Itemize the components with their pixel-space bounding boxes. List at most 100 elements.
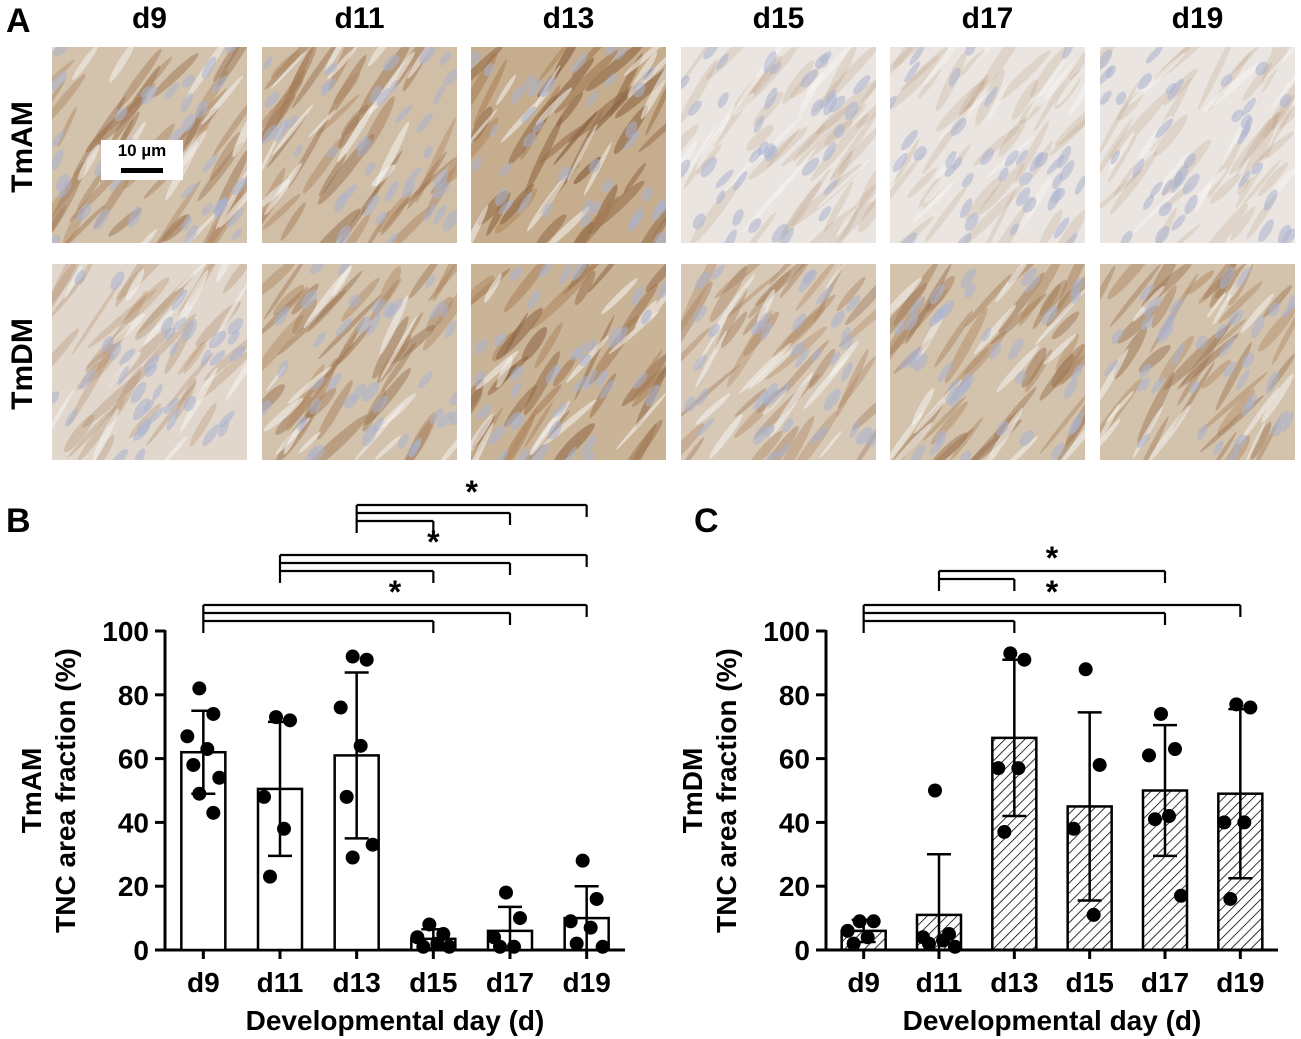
data-point-d11: [257, 789, 271, 804]
micrograph-tmdm-d11: [262, 264, 457, 460]
data-point-d19: [575, 853, 590, 868]
micrograph-tmam-d15: [681, 47, 876, 243]
data-point-d15: [422, 917, 437, 932]
scale-bar: 10 µm: [101, 140, 183, 180]
y-tick-label: 100: [102, 616, 149, 647]
y-tick-label: 0: [133, 935, 149, 966]
data-point-d9: [200, 742, 215, 757]
significance-star: *: [1046, 540, 1059, 576]
significance-star: *: [1046, 574, 1059, 610]
y-tick-label: 60: [118, 744, 149, 775]
data-point-d17: [493, 939, 507, 954]
column-header-d15: d15: [752, 2, 805, 35]
data-point-d9: [192, 681, 207, 696]
data-point-d19: [563, 914, 578, 929]
data-point-d13: [345, 649, 360, 664]
category-label-d13: d13: [990, 967, 1038, 998]
data-point-d13: [365, 837, 380, 852]
y-axis-row-label: TmDM: [677, 748, 708, 834]
y-tick-label: 40: [779, 807, 810, 838]
data-point-d19: [1237, 815, 1252, 830]
y-tick-label: 100: [763, 616, 810, 647]
x-axis-label: Developmental day (d): [246, 1005, 545, 1036]
data-point-d11: [269, 710, 283, 725]
scale-bar-line: [121, 168, 163, 173]
category-label-d15: d15: [1066, 967, 1114, 998]
data-point-d17: [507, 939, 521, 954]
data-point-d15: [1086, 907, 1101, 922]
category-label-d11: d11: [257, 967, 304, 998]
row-header-tmdm: TmDM: [6, 318, 39, 410]
data-point-d13: [1017, 652, 1032, 667]
y-tick-label: 40: [118, 807, 149, 838]
data-point-d11: [936, 933, 950, 948]
panel-a-letter: A: [6, 2, 31, 40]
data-point-d13: [339, 789, 354, 804]
y-axis-row-label: TmAM: [16, 748, 47, 834]
y-tick-label: 0: [794, 935, 810, 966]
category-label-d17: d17: [1141, 967, 1189, 998]
micrograph-tmam-d13: [471, 47, 666, 243]
data-point-d19: [583, 920, 598, 935]
column-header-d9: d9: [131, 2, 167, 35]
micrograph-tmam-d19: [1100, 47, 1295, 243]
data-point-d19: [1217, 815, 1232, 830]
data-point-d9: [192, 786, 207, 801]
category-label-d19: d19: [563, 967, 611, 998]
micrograph-tmdm-d19: [1100, 264, 1295, 460]
data-point-d9: [846, 936, 861, 951]
data-point-d17: [1168, 742, 1182, 757]
x-axis-label: Developmental day (d): [903, 1005, 1202, 1036]
data-point-d19: [1243, 700, 1258, 715]
data-point-d19: [595, 939, 610, 954]
category-label-d17: d17: [486, 967, 534, 998]
micrograph-tmam-d17: [890, 47, 1085, 243]
column-header-d13: d13: [542, 2, 595, 35]
micrograph-tmdm-d17: [890, 264, 1085, 460]
category-label-d9: d9: [187, 967, 220, 998]
data-point-d9: [866, 914, 881, 929]
column-header-d19: d19: [1171, 2, 1224, 35]
y-tick-label: 60: [779, 744, 810, 775]
y-axis-label: TNC area fraction (%): [711, 648, 742, 933]
data-point-d17: [499, 885, 513, 900]
data-point-d9: [206, 805, 221, 820]
significance-star: *: [427, 524, 440, 560]
chart-panel-b: B 0 20 40 60 80 100 d9 d11 d13 d15 d17 d19 Developmen…: [6, 474, 625, 1036]
data-point-d15: [430, 936, 445, 951]
data-point-d15: [416, 939, 431, 954]
data-point-d17: [513, 911, 527, 926]
category-label-d13: d13: [333, 967, 381, 998]
data-point-d15: [1066, 821, 1081, 836]
scale-bar-label: 10 µm: [117, 141, 167, 160]
category-label-d11: d11: [916, 967, 963, 998]
micrograph-tmdm-d9: [52, 264, 247, 460]
data-point-d11: [277, 821, 291, 836]
data-point-d19: [569, 936, 584, 951]
data-point-d13: [991, 761, 1006, 776]
data-point-d19: [1223, 891, 1238, 906]
y-tick-label: 20: [779, 871, 810, 902]
data-point-d9: [186, 757, 201, 772]
data-point-d11: [263, 869, 277, 884]
data-point-d9: [206, 706, 221, 721]
data-point-d9: [180, 729, 195, 744]
data-point-d13: [353, 738, 368, 753]
column-header-d11: d11: [334, 2, 385, 35]
data-point-d11: [283, 713, 297, 728]
category-label-d19: d19: [1216, 967, 1264, 998]
data-point-d9: [860, 930, 875, 945]
data-point-d15: [1092, 757, 1107, 772]
significance-star: *: [389, 574, 402, 610]
y-tick-label: 20: [118, 871, 149, 902]
panel-c-letter: C: [694, 502, 719, 540]
data-point-d15: [1078, 662, 1093, 677]
data-point-d19: [1229, 697, 1244, 712]
y-tick-label: 80: [118, 680, 149, 711]
data-point-d13: [1011, 761, 1026, 776]
data-point-d17: [1154, 706, 1168, 721]
category-label-d9: d9: [847, 967, 880, 998]
data-point-d13: [333, 700, 348, 715]
panel-b-letter: B: [6, 502, 31, 540]
data-point-d13: [359, 652, 374, 667]
